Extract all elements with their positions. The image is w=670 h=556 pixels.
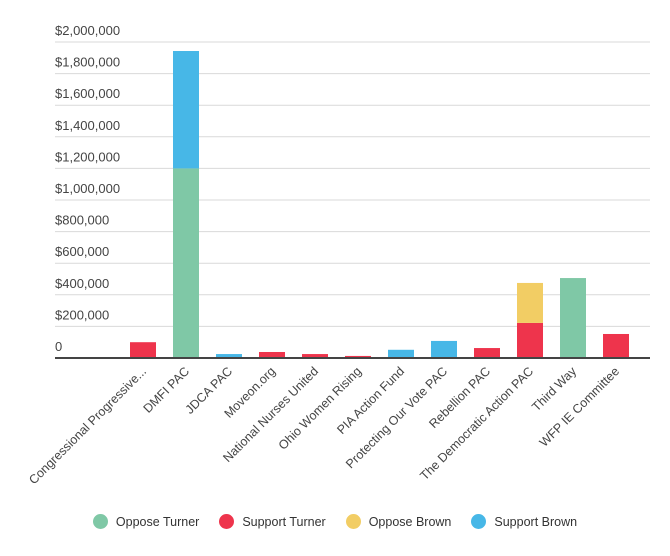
bar-support-turner	[302, 354, 328, 358]
bar-support-turner	[259, 351, 285, 358]
bar-support-brown	[388, 349, 414, 358]
y-tick-label: $2,000,000	[55, 23, 120, 38]
bar-support-turner	[130, 342, 156, 358]
y-tick-label: $1,400,000	[55, 118, 120, 133]
y-tick-label: $400,000	[55, 276, 109, 291]
bar-oppose-turner	[173, 168, 199, 358]
x-tick-label: WFP IE Committee	[537, 364, 622, 449]
y-tick-label: $200,000	[55, 307, 109, 322]
legend-marker-icon	[92, 514, 108, 529]
bar-oppose-turner	[560, 278, 586, 358]
legend-marker-icon	[345, 514, 361, 529]
legend-label: Support Brown	[494, 514, 578, 529]
bar-oppose-brown	[517, 282, 543, 323]
legend-label: Support Turner	[242, 514, 326, 529]
legend-marker-icon	[471, 514, 487, 529]
legend-label: Oppose Brown	[368, 514, 452, 529]
y-tick-label: 0	[55, 339, 62, 354]
y-tick-label: $1,000,000	[55, 181, 120, 196]
legend: Oppose Turner Support Turner Oppose Brown S…	[0, 514, 670, 529]
y-tick-label: $600,000	[55, 244, 109, 259]
y-tick-label: $1,600,000	[55, 86, 120, 101]
bar-support-turner	[474, 348, 500, 358]
legend-item[interactable]: Support Brown	[471, 514, 577, 529]
legend-item[interactable]: Support Turner	[219, 514, 326, 529]
x-tick-label: Congressional Progressive...	[26, 364, 149, 487]
y-tick-label: $1,800,000	[55, 55, 120, 70]
bar-chart: 0 $200,000 $400,000 $600,000 $800,000 $1,000,…	[26, 23, 650, 487]
bar-support-brown	[173, 51, 199, 169]
legend-marker-icon	[219, 514, 235, 529]
bar-support-turner	[517, 322, 543, 358]
legend-item[interactable]: Oppose Turner	[92, 514, 200, 529]
bar-support-brown	[216, 354, 242, 358]
legend-label: Oppose Turner	[115, 514, 200, 529]
x-tick-label: Ohio Women Rising	[276, 364, 364, 452]
legend-item[interactable]: Oppose Brown	[345, 514, 452, 529]
bar-support-brown	[431, 340, 457, 358]
y-tick-label: $1,200,000	[55, 149, 120, 164]
bar-support-turner	[345, 355, 371, 358]
y-tick-label: $800,000	[55, 213, 109, 228]
bar-support-turner	[603, 333, 629, 358]
